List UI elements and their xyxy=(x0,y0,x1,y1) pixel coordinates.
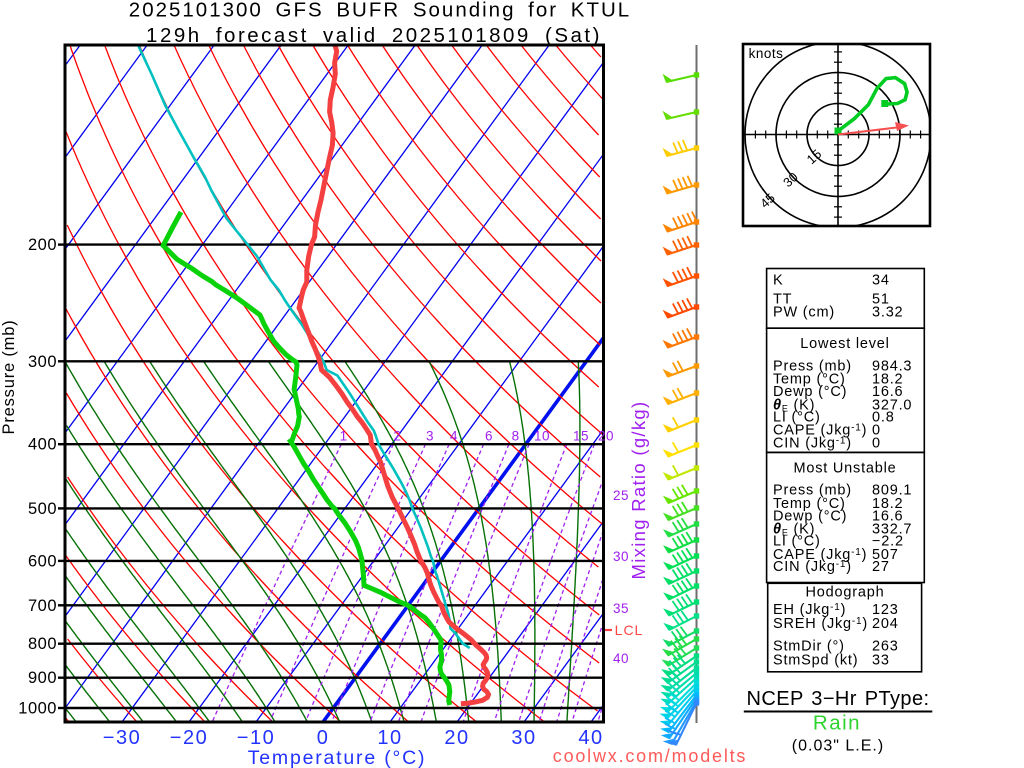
svg-text:knots: knots xyxy=(749,46,784,61)
svg-text:327.0: 327.0 xyxy=(872,397,912,413)
svg-text:8: 8 xyxy=(512,429,520,444)
svg-text:Temp (°C): Temp (°C) xyxy=(773,496,846,512)
svg-text:40: 40 xyxy=(613,651,629,666)
svg-text:123: 123 xyxy=(872,602,899,618)
svg-text:−2.2: −2.2 xyxy=(872,534,904,550)
svg-text:6: 6 xyxy=(485,429,493,444)
svg-text:0.8: 0.8 xyxy=(872,410,895,426)
svg-text:StmSpd (kt): StmSpd (kt) xyxy=(773,653,858,669)
svg-text:CAPE (Jkg-1): CAPE (Jkg-1) xyxy=(773,547,867,563)
svg-text:20: 20 xyxy=(598,429,614,444)
svg-text:16.6: 16.6 xyxy=(872,508,903,524)
svg-text:Rain: Rain xyxy=(813,712,861,735)
svg-text:27: 27 xyxy=(872,559,890,575)
svg-text:EH (Jkg-1): EH (Jkg-1) xyxy=(773,602,846,618)
svg-text:1: 1 xyxy=(340,429,348,444)
svg-text:10: 10 xyxy=(534,429,550,444)
svg-text:2: 2 xyxy=(393,429,401,444)
svg-text:(0.03" L.E.): (0.03" L.E.) xyxy=(792,738,884,755)
svg-text:33: 33 xyxy=(872,653,890,669)
svg-text:Lowest level: Lowest level xyxy=(800,336,889,352)
svg-text:0: 0 xyxy=(872,436,881,452)
svg-text:CAPE (Jkg-1): CAPE (Jkg-1) xyxy=(773,423,867,439)
svg-text:Press (mb): Press (mb) xyxy=(773,483,852,499)
svg-text:Hodograph: Hodograph xyxy=(806,585,885,601)
svg-text:CIN (Jkg-1): CIN (Jkg-1) xyxy=(773,559,852,575)
svg-text:332.7: 332.7 xyxy=(872,522,912,538)
svg-text:809.1: 809.1 xyxy=(872,483,912,499)
svg-text:LI (°C): LI (°C) xyxy=(773,410,821,426)
svg-text:PW (cm): PW (cm) xyxy=(773,304,835,320)
svg-text:507: 507 xyxy=(872,547,899,563)
svg-text:10: 10 xyxy=(377,727,402,749)
svg-text:18.2: 18.2 xyxy=(872,372,903,388)
svg-text:20: 20 xyxy=(444,727,469,749)
svg-text:34: 34 xyxy=(872,273,890,289)
svg-text:Mixing Ratio (g/kg): Mixing Ratio (g/kg) xyxy=(628,401,649,580)
svg-text:Dewp (°C): Dewp (°C) xyxy=(773,508,847,524)
svg-text:129h forecast valid 2025101809: 129h forecast valid 2025101809 (Sat) xyxy=(146,24,602,47)
svg-text:SREH (Jkg-1): SREH (Jkg-1) xyxy=(773,616,868,632)
svg-text:900: 900 xyxy=(28,669,57,687)
svg-text:Temperature (°C): Temperature (°C) xyxy=(248,747,427,768)
svg-text:θE (K): θE (K) xyxy=(773,397,815,413)
svg-text:18.2: 18.2 xyxy=(872,496,903,512)
svg-text:LI (°C): LI (°C) xyxy=(773,534,821,550)
svg-text:0: 0 xyxy=(872,423,881,439)
svg-text:Temp (°C): Temp (°C) xyxy=(773,372,846,388)
svg-text:Most Unstable: Most Unstable xyxy=(793,461,896,477)
svg-text:3.32: 3.32 xyxy=(872,304,903,320)
svg-text:NCEP 3−Hr PType:: NCEP 3−Hr PType: xyxy=(747,688,930,710)
svg-text:16.6: 16.6 xyxy=(872,384,903,400)
svg-text:700: 700 xyxy=(28,597,57,615)
svg-text:θE (K): θE (K) xyxy=(773,522,815,538)
svg-text:Dewp (°C): Dewp (°C) xyxy=(773,384,847,400)
svg-text:coolwx.com/modelts: coolwx.com/modelts xyxy=(553,746,747,766)
svg-text:Pressure (mb): Pressure (mb) xyxy=(0,320,18,435)
svg-text:300: 300 xyxy=(28,353,57,371)
svg-text:4: 4 xyxy=(450,429,458,444)
svg-text:TT: TT xyxy=(773,291,792,307)
svg-text:−20: −20 xyxy=(170,727,208,749)
svg-text:0: 0 xyxy=(317,727,330,749)
svg-text:StmDir (°): StmDir (°) xyxy=(773,639,845,655)
svg-text:15: 15 xyxy=(573,429,589,444)
svg-text:30: 30 xyxy=(613,549,629,564)
svg-text:3: 3 xyxy=(426,429,434,444)
svg-text:51: 51 xyxy=(872,291,890,307)
svg-text:25: 25 xyxy=(613,488,629,503)
svg-text:LCL: LCL xyxy=(615,622,644,638)
svg-text:Press (mb): Press (mb) xyxy=(773,359,852,375)
svg-text:204: 204 xyxy=(872,616,899,632)
svg-text:35: 35 xyxy=(613,601,629,616)
svg-text:400: 400 xyxy=(28,436,57,454)
svg-text:263: 263 xyxy=(872,639,899,655)
svg-text:K: K xyxy=(773,273,783,289)
svg-text:CIN (Jkg-1): CIN (Jkg-1) xyxy=(773,436,852,452)
svg-text:984.3: 984.3 xyxy=(872,359,912,375)
svg-text:40: 40 xyxy=(578,727,603,749)
svg-text:800: 800 xyxy=(28,635,57,653)
svg-text:30: 30 xyxy=(511,727,536,749)
svg-text:−10: −10 xyxy=(237,727,275,749)
svg-text:−30: −30 xyxy=(103,727,141,749)
svg-text:1000: 1000 xyxy=(18,700,57,718)
svg-text:600: 600 xyxy=(28,552,57,570)
svg-text:200: 200 xyxy=(28,236,57,254)
svg-text:2025101300 GFS BUFR Sounding f: 2025101300 GFS BUFR Sounding for KTUL xyxy=(129,0,631,22)
svg-text:500: 500 xyxy=(28,500,57,518)
